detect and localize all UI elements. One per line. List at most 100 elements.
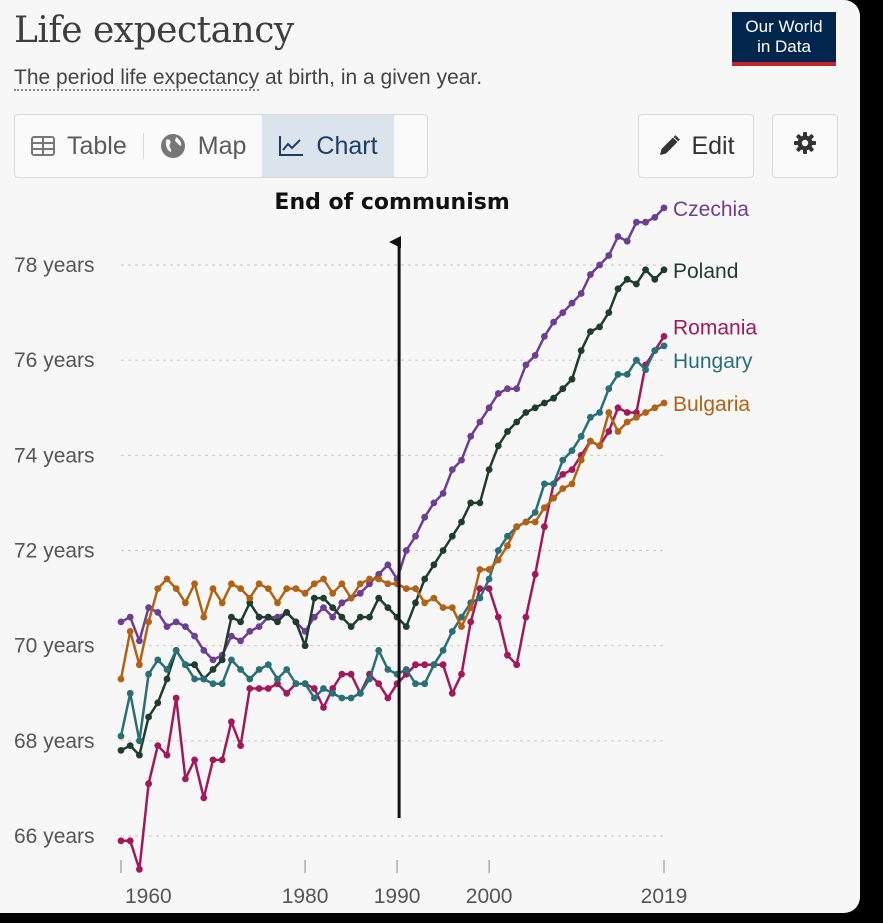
data-point[interactable] (402, 666, 410, 673)
data-point[interactable] (320, 604, 327, 611)
data-point[interactable] (494, 442, 502, 450)
data-point[interactable] (577, 290, 585, 297)
data-point[interactable] (384, 561, 392, 569)
data-point[interactable] (154, 742, 162, 749)
data-point[interactable] (191, 580, 199, 588)
data-point[interactable] (384, 604, 392, 611)
data-point[interactable] (402, 623, 410, 630)
data-point[interactable] (605, 409, 613, 416)
data-point[interactable] (421, 513, 429, 521)
data-point[interactable] (412, 532, 419, 540)
data-point[interactable] (292, 585, 300, 592)
settings-button[interactable] (772, 114, 838, 178)
data-point[interactable] (531, 570, 539, 578)
data-point[interactable] (154, 609, 162, 616)
data-point[interactable] (660, 399, 668, 407)
subtitle-definition-link[interactable]: The period life expectancy (14, 66, 260, 91)
data-point[interactable] (587, 413, 594, 421)
data-point[interactable] (329, 689, 337, 697)
data-point[interactable] (209, 680, 217, 688)
data-point[interactable] (255, 685, 263, 692)
data-point[interactable] (596, 323, 603, 331)
data-point[interactable] (513, 418, 521, 426)
data-point[interactable] (255, 666, 263, 673)
data-point[interactable] (439, 547, 447, 554)
data-point[interactable] (568, 299, 576, 307)
data-point[interactable] (614, 233, 622, 240)
data-point[interactable] (274, 618, 281, 626)
data-point[interactable] (448, 604, 456, 611)
data-point[interactable] (559, 456, 567, 464)
data-point[interactable] (264, 613, 272, 621)
data-point[interactable] (476, 594, 484, 602)
data-point[interactable] (642, 218, 649, 226)
data-point[interactable] (522, 409, 530, 416)
data-point[interactable] (587, 271, 594, 278)
data-point[interactable] (228, 613, 235, 621)
data-point[interactable] (126, 837, 134, 845)
data-point[interactable] (476, 499, 484, 507)
data-point[interactable] (623, 237, 631, 245)
data-point[interactable] (136, 865, 143, 873)
data-point[interactable] (522, 613, 530, 621)
data-point[interactable] (513, 385, 521, 393)
data-point[interactable] (633, 218, 640, 226)
data-point[interactable] (522, 361, 530, 369)
data-point[interactable] (559, 385, 567, 393)
data-point[interactable] (660, 333, 668, 340)
data-point[interactable] (559, 309, 567, 316)
data-point[interactable] (633, 413, 640, 421)
data-point[interactable] (163, 666, 171, 673)
data-point[interactable] (421, 599, 429, 607)
data-point[interactable] (375, 680, 383, 688)
data-point[interactable] (209, 585, 217, 592)
data-point[interactable] (366, 675, 373, 683)
data-point[interactable] (163, 623, 171, 630)
data-point[interactable] (246, 685, 254, 692)
data-point[interactable] (145, 670, 153, 678)
data-point[interactable] (504, 651, 511, 659)
data-point[interactable] (301, 680, 309, 688)
data-point[interactable] (191, 756, 199, 764)
data-point[interactable] (623, 409, 631, 416)
data-point[interactable] (660, 342, 668, 350)
data-point[interactable] (550, 394, 557, 402)
data-point[interactable] (163, 575, 171, 583)
data-point[interactable] (467, 499, 475, 507)
data-point[interactable] (145, 618, 153, 626)
data-point[interactable] (320, 704, 327, 711)
data-point[interactable] (136, 661, 143, 669)
data-point[interactable] (402, 585, 410, 592)
series-czechia[interactable] (117, 204, 668, 664)
data-point[interactable] (485, 575, 493, 583)
data-point[interactable] (531, 404, 539, 412)
data-point[interactable] (154, 699, 162, 707)
data-point[interactable] (485, 585, 493, 592)
data-point[interactable] (320, 594, 327, 602)
data-point[interactable] (191, 675, 199, 683)
data-point[interactable] (237, 742, 245, 749)
data-point[interactable] (559, 471, 567, 478)
tab-map[interactable]: Map (144, 115, 263, 177)
data-point[interactable] (430, 499, 438, 507)
data-point[interactable] (255, 623, 263, 630)
data-point[interactable] (651, 404, 659, 412)
data-point[interactable] (476, 585, 484, 592)
data-point[interactable] (651, 275, 659, 283)
data-point[interactable] (494, 547, 502, 554)
data-point[interactable] (347, 670, 355, 678)
data-point[interactable] (237, 585, 245, 592)
data-point[interactable] (218, 599, 226, 607)
data-point[interactable] (283, 666, 291, 673)
data-point[interactable] (310, 594, 318, 602)
data-point[interactable] (228, 580, 235, 588)
data-point[interactable] (356, 589, 364, 597)
data-point[interactable] (605, 428, 613, 435)
data-point[interactable] (458, 518, 465, 526)
data-point[interactable] (568, 447, 576, 454)
data-point[interactable] (458, 456, 465, 464)
data-point[interactable] (633, 280, 640, 288)
data-point[interactable] (182, 623, 189, 630)
data-point[interactable] (320, 575, 327, 583)
data-point[interactable] (329, 685, 337, 692)
